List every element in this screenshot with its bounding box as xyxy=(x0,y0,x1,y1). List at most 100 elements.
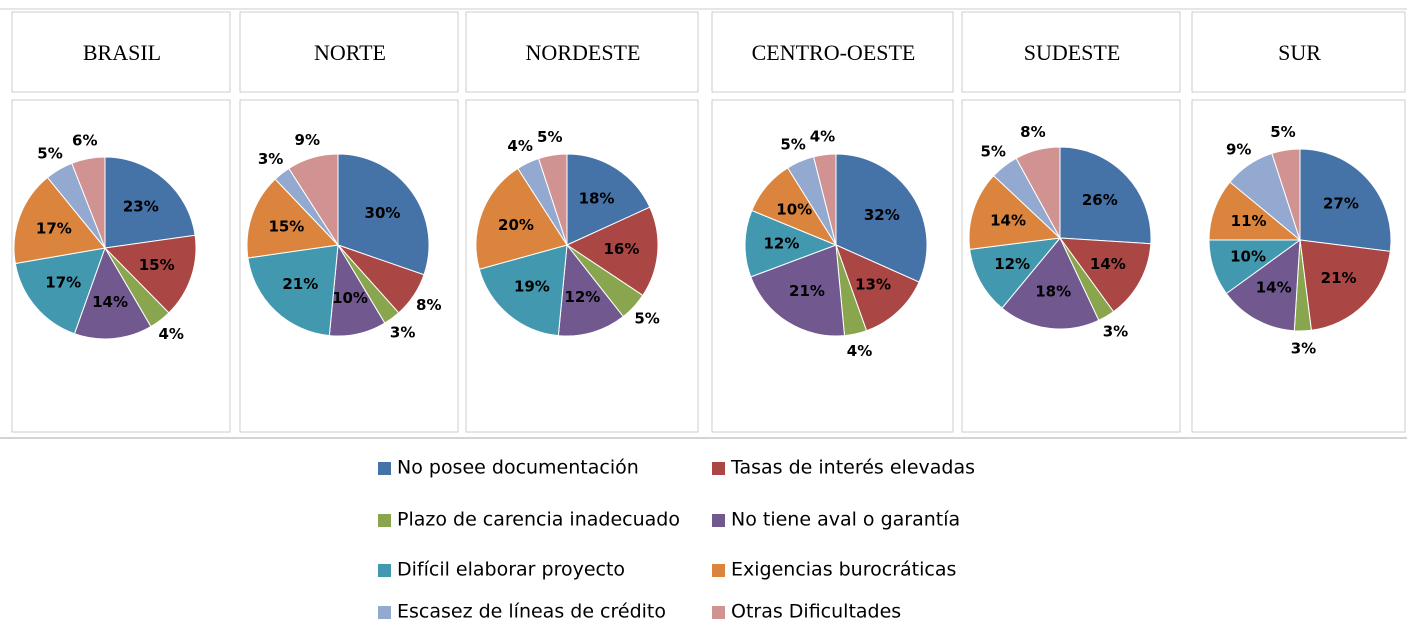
slice-label: 10% xyxy=(1230,247,1266,265)
header-cell xyxy=(465,11,699,93)
pie-slice xyxy=(1299,148,1392,252)
pie-slice xyxy=(1271,148,1301,241)
pie-slice xyxy=(478,244,568,337)
pie-slice xyxy=(104,156,196,249)
chart-cell xyxy=(11,99,231,433)
chart-cell xyxy=(961,99,1181,433)
slice-label: 18% xyxy=(1035,283,1071,301)
slice-label: 18% xyxy=(579,190,615,208)
pie-slice xyxy=(835,244,920,332)
slice-label: 26% xyxy=(1082,191,1118,209)
legend-label: Plazo de carencia inadecuado xyxy=(397,509,680,531)
slice-label: 3% xyxy=(1291,339,1316,357)
pie-slice xyxy=(744,209,838,278)
legend-label: Difícil elaborar proyecto xyxy=(397,559,625,581)
slice-label: 12% xyxy=(994,255,1030,273)
slice-label: 21% xyxy=(789,282,825,300)
slice-label: 4% xyxy=(507,137,532,155)
chart-cell xyxy=(465,99,699,433)
slice-label: 14% xyxy=(92,293,128,311)
pie-slice xyxy=(566,153,651,246)
slice-label: 10% xyxy=(776,200,812,218)
slice-label: 3% xyxy=(1103,322,1128,340)
pie-slice xyxy=(1225,238,1301,332)
slice-label: 27% xyxy=(1323,194,1359,212)
slice-label: 19% xyxy=(514,277,550,295)
panel-title: SUR xyxy=(1278,40,1321,65)
pie-slice xyxy=(14,247,106,335)
pie-slice xyxy=(968,174,1062,250)
pie-slice xyxy=(337,153,430,276)
slice-label: 30% xyxy=(365,204,401,222)
header-cell xyxy=(239,11,459,93)
panel-title: NORDESTE xyxy=(526,40,641,65)
slice-label: 14% xyxy=(990,212,1026,230)
slice-label: 14% xyxy=(1256,278,1292,296)
slice-label: 21% xyxy=(1321,269,1357,287)
slice-label: 5% xyxy=(1270,123,1295,141)
slice-label: 5% xyxy=(37,144,62,162)
slice-label: 12% xyxy=(564,288,600,306)
slice-label: 13% xyxy=(855,276,891,294)
pie-slice xyxy=(247,244,339,337)
panel-title: BRASIL xyxy=(83,40,161,65)
pie-slice xyxy=(73,246,152,340)
legend-swatch xyxy=(378,564,391,577)
slice-label: 6% xyxy=(72,131,97,149)
panel-title: SUDESTE xyxy=(1024,40,1121,65)
slice-label: 5% xyxy=(980,142,1005,160)
header-cell xyxy=(11,11,231,93)
pie-slice xyxy=(1059,146,1152,245)
pie-slice xyxy=(750,244,846,337)
slice-label: 20% xyxy=(498,216,534,234)
chart-cell xyxy=(239,99,459,433)
pie-slice xyxy=(565,206,659,297)
pie-slice xyxy=(288,153,339,247)
slice-label: 8% xyxy=(1020,123,1045,141)
slice-label: 8% xyxy=(416,296,441,314)
legend-swatch xyxy=(712,564,725,577)
pie-slice xyxy=(475,167,568,270)
pie-slice xyxy=(969,237,1062,309)
slice-label: 4% xyxy=(847,342,872,360)
legend-swatch xyxy=(712,514,725,527)
pie-slice xyxy=(1001,237,1100,330)
panel-title: NORTE xyxy=(314,40,386,65)
header-cell xyxy=(711,11,954,93)
legend-swatch xyxy=(712,462,725,475)
slice-label: 21% xyxy=(282,275,318,293)
slice-label: 17% xyxy=(36,219,72,237)
slice-label: 9% xyxy=(1226,140,1251,158)
pie-slice xyxy=(71,156,106,249)
slice-label: 32% xyxy=(864,206,900,224)
slice-label: 10% xyxy=(332,289,368,307)
slice-label: 3% xyxy=(390,323,415,341)
header-cell xyxy=(961,11,1181,93)
slice-label: 16% xyxy=(603,240,639,258)
legend-swatch xyxy=(378,514,391,527)
pie-slice xyxy=(537,153,568,246)
slice-label: 4% xyxy=(159,325,184,343)
slice-label: 14% xyxy=(1090,255,1126,273)
legend-swatch xyxy=(712,606,725,619)
chart-cell xyxy=(1191,99,1406,433)
legend-swatch xyxy=(378,462,391,475)
pie-slice xyxy=(835,153,928,283)
slice-label: 5% xyxy=(634,309,659,327)
pie-slice xyxy=(1015,146,1061,239)
slice-label: 5% xyxy=(537,128,562,146)
chart-cell xyxy=(711,99,954,433)
legend-label: Tasas de interés elevadas xyxy=(730,457,975,479)
slice-label: 23% xyxy=(123,197,159,215)
slice-label: 15% xyxy=(139,256,175,274)
panel-title: CENTRO-OESTE xyxy=(752,40,916,65)
pie-slice xyxy=(1058,237,1152,313)
slice-label: 11% xyxy=(1231,212,1267,230)
legend-label: No tiene aval o garantía xyxy=(731,509,960,531)
pie-slice xyxy=(1299,239,1391,331)
pie-slice xyxy=(13,176,106,265)
pie-slice xyxy=(557,243,624,337)
legend-label: Otras Dificultades xyxy=(731,601,901,623)
slice-label: 9% xyxy=(295,131,320,149)
